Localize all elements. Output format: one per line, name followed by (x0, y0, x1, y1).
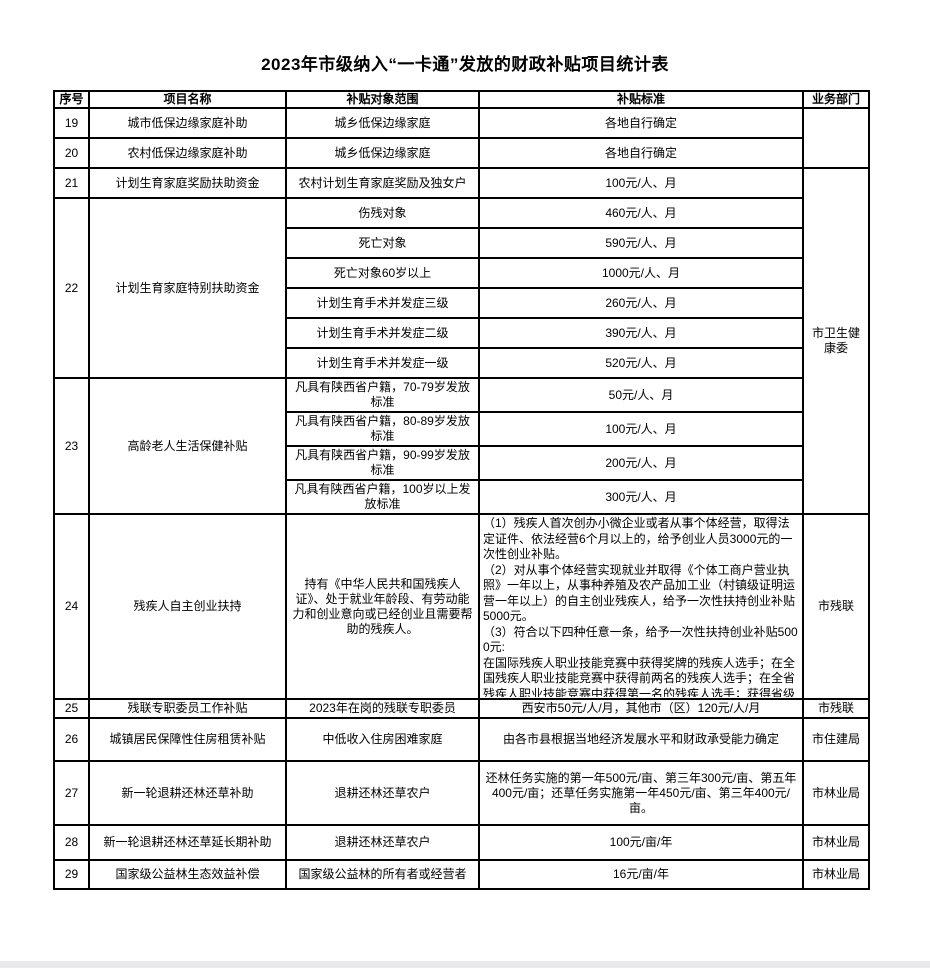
cell-standard: 390元/人、月 (478, 317, 804, 349)
cell-target: 农村计划生育家庭奖励及独女户 (285, 167, 480, 199)
table-row: 28 新一轮退耕还林还草延长期补助 退耕还林还草农户 100元/亩/年 市林业局 (53, 824, 870, 861)
cell-target: 计划生育手术并发症三级 (285, 287, 480, 319)
cell-target: 城乡低保边缘家庭 (285, 137, 480, 169)
col-header-no: 序号 (53, 90, 90, 109)
cell-standard: 520元/人、月 (478, 347, 804, 379)
col-header-standard: 补贴标准 (478, 90, 804, 109)
cell-no: 22 (53, 197, 90, 379)
cell-dept: 市林业局 (802, 859, 870, 890)
table-row: 22 计划生育家庭特别扶助资金 伤残对象 460元/人、月 (53, 197, 869, 379)
cell-project-name: 国家级公益林生态效益补偿 (88, 859, 287, 890)
table-row: 凡具有陕西省户籍，80-89岁发放标准 100元/人、月 (54, 411, 869, 447)
cell-no: 21 (53, 167, 90, 199)
table-row: 26 城镇居民保障性住房租赁补贴 中低收入住房困难家庭 由各市县根据当地经济发展… (53, 717, 870, 762)
cell-standard: 1000元/人、月 (478, 257, 804, 289)
cell-standard: 300元/人、月 (478, 479, 804, 515)
table-row: 死亡对象60岁以上 1000元/人、月 (54, 257, 869, 289)
table-row: 23 高龄老人生活保健补贴 凡具有陕西省户籍，70-79岁发放标准 50元/人、… (53, 377, 869, 515)
header-row: 序号 项目名称 补贴对象范围 补贴标准 业务部门 (53, 90, 870, 109)
table-row: 21 计划生育家庭奖励扶助资金 农村计划生育家庭奖励及独女户 100元/人、月 … (53, 167, 870, 515)
cell-project-name: 计划生育家庭特别扶助资金 (88, 197, 287, 379)
cell-target: 凡具有陕西省户籍，100岁以上发放标准 (285, 479, 480, 515)
cell-project-name: 高龄老人生活保健补贴 (88, 377, 287, 515)
cell-standard: 16元/亩/年 (478, 859, 804, 890)
cell-dept-health: 市卫生健康委 (802, 167, 870, 515)
cell-target: 死亡对象 (285, 227, 480, 259)
table-row: 27 新一轮退耕还林还草补助 退耕还林还草农户 还林任务实施的第一年500元/亩… (53, 760, 870, 826)
cell-standard: 50元/人、月 (478, 377, 804, 413)
table-row: 计划生育手术并发症一级 520元/人、月 (54, 347, 869, 379)
cell-project-name: 城市低保边缘家庭补助 (88, 107, 287, 139)
cell-target: 持有《中华人民共和国残疾人证》、处于就业年龄段、有劳动能力和创业意向或已经创业且… (285, 513, 480, 700)
cell-standard: 590元/人、月 (478, 227, 804, 259)
cell-dept: 市残联 (802, 698, 870, 719)
cell-standard: 460元/人、月 (478, 197, 804, 229)
cell-no: 25 (53, 698, 90, 719)
cell-standard: 各地自行确定 (478, 107, 804, 139)
cell-no: 27 (53, 760, 90, 826)
table-row: 24 残疾人自主创业扶持 持有《中华人民共和国残疾人证》、处于就业年龄段、有劳动… (53, 513, 870, 700)
cell-standard: 各地自行确定 (478, 137, 804, 169)
cell-target: 死亡对象60岁以上 (285, 257, 480, 289)
table-row: 凡具有陕西省户籍，100岁以上发放标准 300元/人、月 (54, 479, 869, 515)
cell-standard: （1）残疾人首次创办小微企业或者从事个体经营，取得法定证件、依法经营6个月以上的… (478, 513, 804, 700)
cell-target: 退耕还林还草农户 (285, 760, 480, 826)
table-row: 凡具有陕西省户籍，90-99岁发放标准 200元/人、月 (54, 445, 869, 481)
page-title: 2023年市级纳入“一卡通”发放的财政补贴项目统计表 (261, 55, 669, 74)
cell-project-name: 计划生育家庭奖励扶助资金 (88, 167, 287, 199)
cell-target: 伤残对象 (285, 197, 480, 229)
cell-no: 19 (53, 107, 90, 139)
table-row: 死亡对象 590元/人、月 (54, 227, 869, 259)
cell-target: 城乡低保边缘家庭 (285, 107, 480, 139)
cell-no: 26 (53, 717, 90, 762)
cell-target: 计划生育手术并发症一级 (285, 347, 480, 379)
cell-target: 国家级公益林的所有者或经营者 (285, 859, 480, 890)
cell-standard: 200元/人、月 (478, 445, 804, 481)
cell-target: 退耕还林还草农户 (285, 824, 480, 861)
cell-standard-text: （1）残疾人首次创办小微企业或者从事个体经营，取得法定证件、依法经营6个月以上的… (483, 516, 798, 697)
table-row: 计划生育手术并发症三级 260元/人、月 (54, 287, 869, 319)
cell-project-name: 新一轮退耕还林还草补助 (88, 760, 287, 826)
cell-target: 凡具有陕西省户籍，80-89岁发放标准 (285, 411, 480, 447)
cell-dept: 市残联 (802, 513, 870, 700)
table-row: 19 城市低保边缘家庭补助 城乡低保边缘家庭 各地自行确定 (53, 107, 870, 169)
cell-project-name: 农村低保边缘家庭补助 (88, 137, 287, 169)
cell-no: 24 (53, 513, 90, 700)
cell-target: 中低收入住房困难家庭 (285, 717, 480, 762)
cell-target: 凡具有陕西省户籍，90-99岁发放标准 (285, 445, 480, 481)
table-row: 25 残联专职委员工作补贴 2023年在岗的残联专职委员 西安市50元/人/月，… (53, 698, 870, 719)
cell-project-name: 残疾人自主创业扶持 (88, 513, 287, 700)
cell-standard: 西安市50元/人/月，其他市（区）120元/人/月 (478, 698, 804, 719)
table-row: 29 国家级公益林生态效益补偿 国家级公益林的所有者或经营者 16元/亩/年 市… (53, 859, 870, 890)
cell-standard: 260元/人、月 (478, 287, 804, 319)
col-header-name: 项目名称 (88, 90, 287, 109)
table-row: 20 农村低保边缘家庭补助 城乡低保边缘家庭 各地自行确定 (53, 137, 869, 169)
cell-target: 凡具有陕西省户籍，70-79岁发放标准 (285, 377, 480, 413)
cell-standard: 100元/亩/年 (478, 824, 804, 861)
cell-dept: 市林业局 (802, 760, 870, 826)
subsidy-table: 序号 项目名称 补贴对象范围 补贴标准 业务部门 19 城市低保边缘家庭补助 城… (53, 90, 870, 890)
cell-dept: 市林业局 (802, 824, 870, 861)
cell-project-name: 城镇居民保障性住房租赁补贴 (88, 717, 287, 762)
window-bottom-bar (0, 961, 930, 968)
cell-dept-19-20 (802, 107, 870, 169)
cell-project-name: 残联专职委员工作补贴 (88, 698, 287, 719)
cell-no: 29 (53, 859, 90, 890)
col-header-dept: 业务部门 (802, 90, 870, 109)
cell-standard: 100元/人、月 (478, 411, 804, 447)
table-row: 计划生育手术并发症二级 390元/人、月 (54, 317, 869, 349)
cell-no: 28 (53, 824, 90, 861)
cell-project-name: 新一轮退耕还林还草延长期补助 (88, 824, 287, 861)
col-header-target: 补贴对象范围 (285, 90, 480, 109)
cell-standard: 由各市县根据当地经济发展水平和财政承受能力确定 (478, 717, 804, 762)
cell-standard: 100元/人、月 (478, 167, 804, 199)
cell-target: 2023年在岗的残联专职委员 (285, 698, 480, 719)
cell-no: 23 (53, 377, 90, 515)
cell-standard: 还林任务实施的第一年500元/亩、第三年300元/亩、第五年400元/亩；还草任… (478, 760, 804, 826)
cell-target: 计划生育手术并发症二级 (285, 317, 480, 349)
cell-no: 20 (53, 137, 90, 169)
cell-dept: 市住建局 (802, 717, 870, 762)
